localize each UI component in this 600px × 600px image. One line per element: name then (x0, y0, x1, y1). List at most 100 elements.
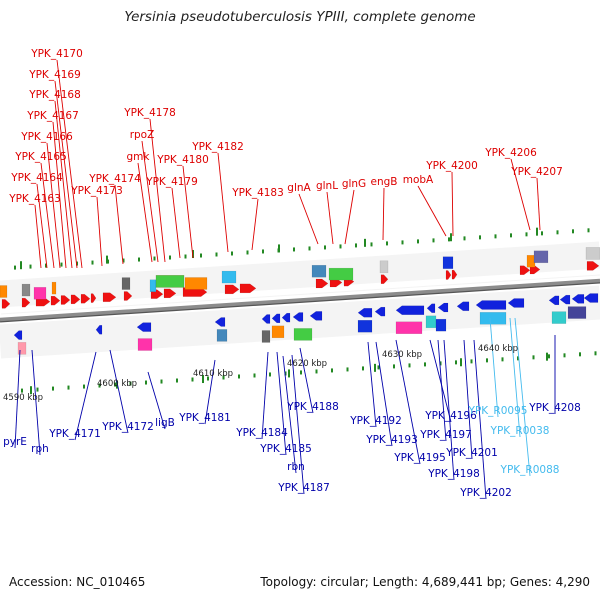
scale-tick (339, 244, 342, 249)
feature-box (585, 247, 600, 260)
feature-box (551, 311, 567, 324)
gene-label: rph (31, 443, 49, 455)
scale-tick (207, 376, 209, 381)
reverse-gene-arrow (357, 307, 373, 318)
scale-tick (541, 231, 543, 236)
scale-tick (246, 250, 249, 255)
leader-line (417, 185, 447, 237)
major-tick (106, 255, 108, 264)
leader-line (463, 339, 473, 460)
scale-tick (479, 235, 481, 240)
leader-line (291, 354, 305, 495)
major-tick (288, 369, 290, 378)
scale-tick (377, 365, 380, 370)
leader-line (114, 184, 124, 265)
scale-tick (424, 362, 426, 367)
feature-box (149, 279, 157, 292)
leader-line (54, 80, 78, 269)
gene-label: rpoZ (130, 129, 155, 141)
feature-box (184, 277, 208, 290)
scale-tick (355, 243, 357, 248)
leader-line (282, 355, 297, 474)
feature-box (533, 250, 549, 264)
scale-tick (215, 252, 218, 257)
scale-tick (76, 261, 78, 266)
gene-label: glnA (287, 182, 311, 194)
reverse-gene-arrow (583, 293, 599, 303)
leader-line (443, 339, 455, 481)
scale-tick (293, 247, 295, 252)
feature-box (293, 328, 313, 341)
feature-box (261, 330, 271, 343)
scale-tick (200, 253, 202, 258)
gene-label: YPK_4169 (28, 69, 81, 81)
reverse-gene-arrow (95, 325, 103, 335)
leader-line (46, 142, 61, 269)
forward-gene-arrow (224, 284, 240, 295)
gene-label: YPK_R0038 (490, 425, 550, 437)
scale-tick (45, 263, 47, 268)
leader-line (217, 152, 229, 253)
reverse-gene-arrow (214, 317, 226, 327)
scale-tick (401, 240, 404, 245)
scale-label: 4620 kbp (287, 359, 327, 369)
scale-tick (91, 260, 94, 265)
scale-tick (191, 377, 194, 382)
gene-label: YPK_4187 (277, 482, 330, 494)
major-tick (278, 244, 280, 253)
scale-tick (470, 359, 473, 364)
feature-box (442, 256, 454, 269)
leader-line (375, 341, 393, 447)
scale-tick (129, 381, 132, 386)
gene-label: YPK_4180 (156, 154, 209, 166)
forward-gene-arrow (315, 278, 329, 289)
track-ring (0, 241, 600, 315)
reverse-gene-arrow (261, 314, 271, 324)
feature-box (311, 264, 327, 278)
feature-box (328, 267, 354, 281)
scale-tick (308, 246, 311, 251)
gene-label: YPK_4174 (88, 173, 141, 185)
forward-gene-arrow (70, 294, 81, 305)
reverse-gene-arrow (571, 294, 585, 304)
leader-line (429, 339, 452, 423)
major-tick (546, 352, 548, 361)
accession-text: Accession: NC_010465 (9, 575, 146, 589)
gene-label: YPK_4164 (10, 172, 63, 184)
leader-line (14, 349, 21, 449)
feature-box (379, 260, 389, 274)
forward-gene-arrow (60, 295, 71, 305)
scale-tick (315, 369, 318, 374)
scale-tick (455, 360, 457, 365)
scale-tick (417, 239, 419, 244)
gene-label: YPK_4185 (259, 443, 312, 455)
leader-line (509, 317, 521, 438)
leader-line (31, 349, 41, 456)
major-tick (374, 363, 376, 372)
scale-tick (253, 373, 256, 378)
scale-tick (231, 251, 233, 256)
scale-tick (98, 383, 101, 388)
gene-label: YPK_4167 (26, 110, 79, 122)
feature-box (0, 285, 8, 298)
feature-box (21, 283, 31, 297)
leader-line (137, 162, 153, 263)
scale-label: 4610 kbp (193, 369, 233, 379)
scale-tick (153, 256, 156, 261)
reverse-gene-arrow (437, 302, 449, 313)
reverse-gene-arrow (507, 298, 525, 308)
scale-tick (122, 258, 125, 263)
reverse-gene-arrow (426, 303, 436, 313)
feature-box (33, 287, 47, 300)
scale-tick (439, 361, 442, 366)
leader-line (326, 191, 334, 245)
major-tick (20, 261, 22, 270)
gene-label: engB (371, 176, 398, 188)
feature-box (17, 342, 27, 355)
scale-tick (176, 378, 178, 383)
scale-tick (21, 388, 23, 393)
leader-line (74, 351, 97, 441)
scale-label: 4590 kbp (3, 393, 43, 403)
leader-line (34, 204, 42, 269)
